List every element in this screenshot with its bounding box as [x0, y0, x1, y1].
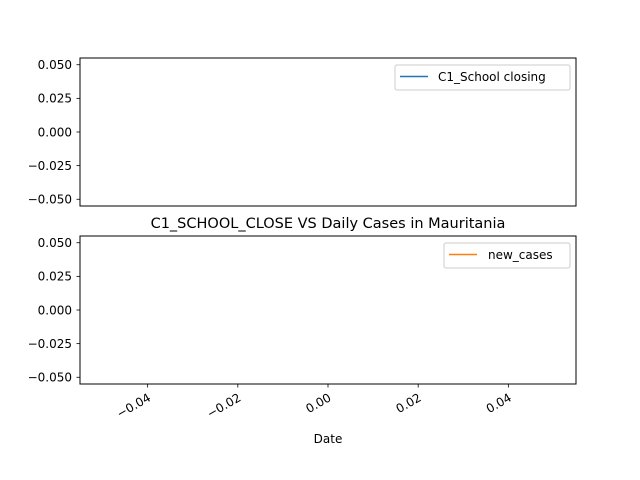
top-y-tick-label: 0.000: [38, 125, 72, 139]
bottom-legend-label: new_cases: [488, 248, 553, 262]
top-y-tick-label: 0.050: [38, 58, 72, 72]
bottom-legend: new_cases: [443, 242, 571, 269]
bottom-y-tick-label: 0.025: [38, 270, 72, 284]
top-subplot: 0.050 0.025 0.000 −0.025 −0.050 C1_School cl…: [28, 57, 577, 207]
bottom-legend-box: [443, 242, 571, 269]
top-y-axis: 0.050 0.025 0.000 −0.025 −0.050: [28, 58, 80, 207]
bottom-y-tick-label: 0.050: [38, 236, 72, 250]
top-legend-box: [394, 64, 571, 91]
bottom-y-tick-label: −0.025: [28, 337, 72, 351]
top-y-tick-label: −0.025: [28, 159, 72, 173]
chart-title: C1_SCHOOL_CLOSE VS Daily Cases in Maurit…: [151, 216, 506, 232]
top-y-tick-label: −0.050: [28, 193, 72, 207]
bottom-y-axis: 0.050 0.025 0.000 −0.025 −0.050: [28, 236, 80, 385]
bottom-y-tick-label: −0.050: [28, 371, 72, 385]
top-y-tick-label: 0.025: [38, 92, 72, 106]
top-legend-label: C1_School closing: [438, 70, 546, 84]
x-axis-label: Date: [314, 432, 343, 446]
top-legend: C1_School closing: [394, 64, 571, 91]
bottom-y-tick-label: 0.000: [38, 303, 72, 317]
